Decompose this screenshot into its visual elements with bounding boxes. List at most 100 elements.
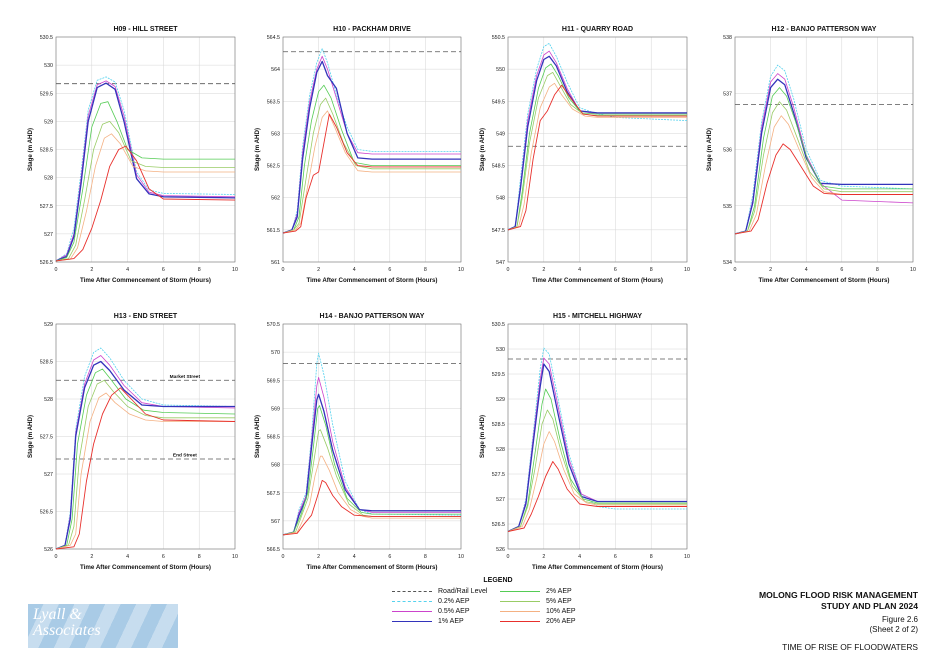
y-tick-label: 548.5 [492,164,505,170]
x-tick-label: 4 [353,554,356,560]
series-line-a1 [55,82,236,262]
logo-line-1: Lyall & [33,606,82,623]
series-line-a1 [282,60,461,234]
x-tick-label: 0 [507,267,510,273]
series-line-a02 [734,64,914,235]
series-line-a20 [507,461,687,532]
series-line-a1 [507,363,687,533]
x-axis-label: Time After Commencement of Storm (Hours) [80,564,211,571]
legend-label: 1% AEP [438,617,464,625]
x-tick-label: 6 [614,267,617,273]
y-tick-label: 527 [44,232,53,238]
series-line-a1 [734,78,913,235]
series-line-a10 [55,392,235,550]
y-tick-label: 549 [496,131,505,137]
y-tick-label: 561 [271,260,280,266]
x-tick-label: 8 [424,267,427,273]
x-tick-label: 8 [650,267,653,273]
legend-swatch [500,620,540,622]
legend-swatch [392,600,432,602]
x-tick-label: 0 [282,267,285,273]
y-tick-label: 562.5 [267,164,280,170]
plot-frame [734,36,914,263]
y-tick-label: 547 [496,260,505,266]
x-tick-label: 6 [162,267,165,273]
series-line-a20 [282,113,461,234]
x-tick-label: 2 [769,267,772,273]
y-tick-label: 534 [723,260,732,266]
legend: LEGEND Road/Rail Level 2% AEP 0.2% AEP 5… [392,577,604,626]
x-tick-label: 0 [734,267,737,273]
legend-grid: Road/Rail Level 2% AEP 0.2% AEP 5% AEP 0… [392,586,604,626]
series-line-a5 [55,379,235,550]
x-tick-label: 0 [55,554,58,560]
x-tick-label: 6 [162,554,165,560]
x-tick-label: 2 [90,267,93,273]
y-axis-label: Stage (m AHD) [254,415,261,458]
report-title-line-1: MOLONG FLOOD RISK MANAGEMENT [759,590,918,600]
plot-frame [507,323,688,550]
x-tick-label: 6 [840,267,843,273]
x-tick-label: 10 [910,267,916,273]
y-tick-label: 549.5 [492,99,505,105]
series-line-a10 [282,110,461,234]
y-tick-label: 537 [723,91,732,97]
y-tick-label: 528.5 [40,360,53,366]
y-tick-label: 538 [723,35,732,41]
logo-line-2: Associates [33,622,101,639]
plot-frame [282,36,462,263]
series-line-a10 [55,133,235,262]
y-tick-label: 526 [496,547,505,553]
series-line-a10 [507,431,687,532]
y-tick-label: 550.5 [492,35,505,41]
y-axis-label: Stage (m AHD) [27,128,34,171]
legend-item-0-5-aep: 0.5% AEP [392,606,500,616]
x-tick-label: 4 [126,554,129,560]
y-tick-label: 536 [723,148,732,154]
y-tick-label: 528 [44,397,53,403]
x-tick-label: 6 [388,267,391,273]
series-line-a02 [55,76,236,262]
figure-number: Figure 2.6 [881,615,918,624]
x-tick-label: 8 [198,554,201,560]
chart-h10: 561 561.5 562 562.5 563 563.5 564 564.5 0 2 4 6 8 10 H… [254,26,464,284]
series-line-a5 [55,121,235,262]
x-tick-label: 8 [424,554,427,560]
x-tick-label: 10 [458,267,464,273]
legend-label: Road/Rail Level [438,587,488,595]
y-tick-label: 570 [271,350,280,356]
plot-frame [507,36,688,263]
legend-label: 0.5% AEP [438,607,470,615]
series-line-a05 [282,55,461,234]
plot-frame [55,323,236,550]
series-line-a2 [507,388,687,532]
chart-title: H14 - BANJO PATTERSON WAY [320,313,425,320]
y-tick-label: 526.5 [40,260,53,266]
x-tick-label: 8 [650,554,653,560]
series-line-a02 [55,347,236,550]
y-tick-label: 528 [496,447,505,453]
series-line-a02 [507,43,688,231]
x-tick-label: 6 [614,554,617,560]
y-tick-label: 530 [496,347,505,353]
legend-swatch [500,590,540,592]
legend-label: 5% AEP [546,597,572,605]
series-line-a1 [282,393,461,536]
x-tick-label: 4 [353,267,356,273]
x-tick-label: 10 [684,554,690,560]
y-tick-label: 526.5 [492,522,505,528]
x-tick-label: 2 [542,554,545,560]
series-line-a20 [282,479,461,536]
series-line-a1 [507,55,687,231]
x-tick-label: 2 [317,267,320,273]
street-level-label: End Street [173,453,197,459]
series-line-a2 [507,63,687,231]
series-line-a20 [55,145,236,262]
x-tick-label: 0 [55,267,58,273]
x-axis-label: Time After Commencement of Storm (Hours) [532,564,663,571]
x-tick-label: 0 [282,554,285,560]
y-tick-label: 568 [271,463,280,469]
y-tick-label: 527 [44,472,53,478]
y-tick-label: 530.5 [40,35,53,41]
series-line-a10 [507,82,687,231]
